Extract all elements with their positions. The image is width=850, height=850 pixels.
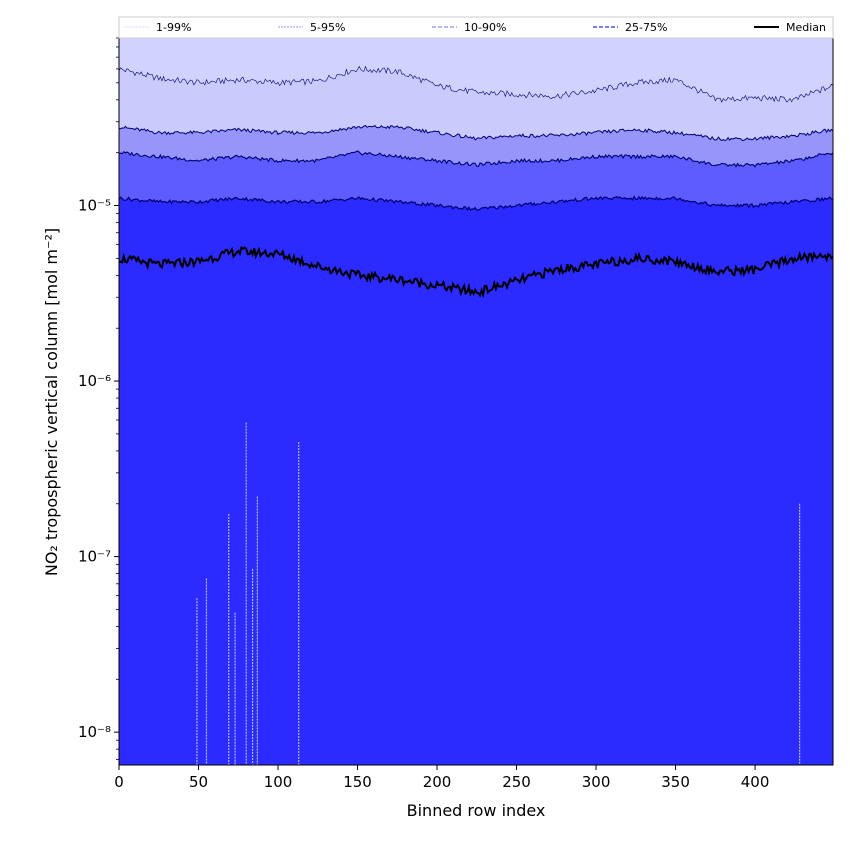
y-tick-label: 10⁻⁸ [78, 723, 111, 741]
legend-label: 5-95% [310, 21, 345, 34]
y-axis-label: NO₂ tropospheric vertical column [mol m⁻… [42, 228, 61, 576]
x-tick-label: 250 [502, 773, 531, 791]
line-median [118, 245, 834, 299]
line-75 [118, 150, 834, 168]
band-lower-fill [119, 196, 833, 765]
legend: 1-99% 5-95% 10-90% 25-75% Median [118, 16, 834, 39]
x-axis: 0 50 100 150 200 250 300 350 400 [114, 765, 769, 791]
x-tick-label: 0 [114, 773, 124, 791]
x-tick-label: 100 [264, 773, 293, 791]
x-tick-label: 350 [661, 773, 690, 791]
y-tick-label: 10⁻⁵ [78, 197, 111, 215]
x-tick-label: 300 [582, 773, 611, 791]
y-axis: 10⁻⁸ 10⁻⁷ 10⁻⁶ 10⁻⁵ [78, 37, 119, 760]
legend-label: Median [786, 21, 826, 34]
x-tick-label: 400 [741, 773, 770, 791]
legend-box [118, 16, 834, 39]
plot-area [118, 37, 834, 766]
x-tick-label: 200 [423, 773, 452, 791]
legend-label: 25-75% [625, 21, 667, 34]
line-95 [118, 65, 834, 103]
y-tick-label: 10⁻⁶ [78, 372, 111, 390]
y-tick-label: 10⁻⁷ [78, 548, 111, 566]
line-90 [118, 124, 834, 142]
x-axis-label: Binned row index [407, 801, 546, 820]
legend-label: 1-99% [156, 21, 191, 34]
legend-label: 10-90% [464, 21, 506, 34]
x-tick-label: 50 [189, 773, 208, 791]
line-25 [118, 195, 834, 212]
x-tick-label: 150 [343, 773, 372, 791]
